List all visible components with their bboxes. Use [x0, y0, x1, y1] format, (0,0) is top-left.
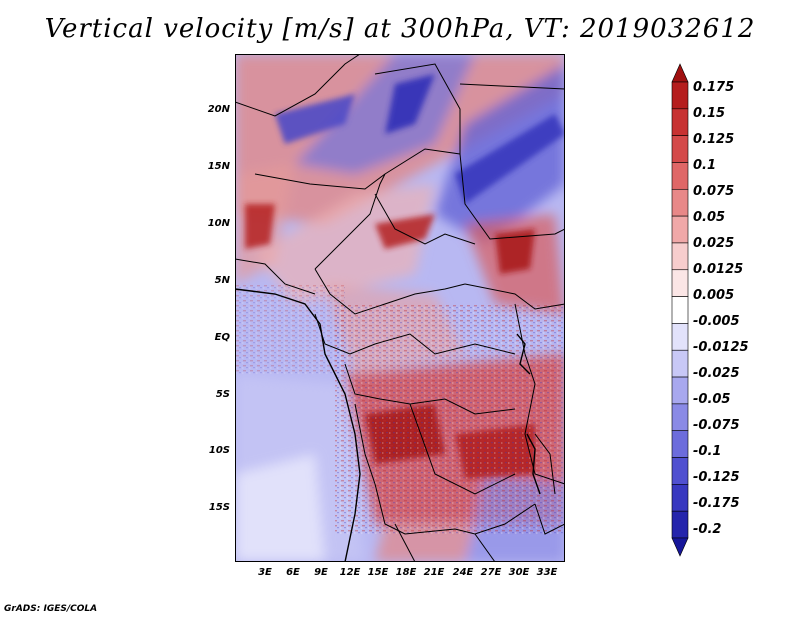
colorbar-swatch: [671, 349, 689, 378]
colorbar-label: -0.1: [693, 444, 722, 459]
colorbar-swatch: [671, 484, 689, 512]
lon-label-27e: 27E: [480, 567, 502, 578]
colorbar-label: 0.1: [693, 158, 717, 173]
colorbar-label: -0.2: [693, 522, 722, 537]
colorbar: [671, 63, 689, 557]
colorbar-label: 0.175: [693, 80, 735, 95]
colorbar-label: 0.05: [693, 210, 726, 225]
lon-label-9e: 9E: [314, 567, 328, 578]
lon-label-6e: 6E: [286, 567, 300, 578]
colorbar-swatch: [671, 296, 689, 324]
lat-label-10s: 10S: [208, 445, 230, 456]
colorbar-swatch: [671, 188, 689, 217]
lon-label-18e: 18E: [395, 567, 417, 578]
colorbar-swatch: [671, 162, 689, 190]
map-panel: [235, 54, 565, 562]
lat-label-15n: 15N: [207, 161, 230, 172]
lon-label-33e: 33E: [536, 567, 558, 578]
colorbar-swatch: [671, 242, 689, 271]
colorbar-label: 0.075: [693, 184, 735, 199]
lon-label-12e: 12E: [339, 567, 361, 578]
colorbar-swatch: [671, 376, 689, 405]
map-title: Vertical velocity [m/s] at 300hPa, VT: 2…: [44, 14, 756, 44]
colorbar-max-arrow: [671, 63, 689, 83]
colorbar-label: 0.15: [693, 106, 726, 121]
colorbar-label: -0.005: [693, 314, 740, 329]
colorbar-min-arrow: [671, 537, 689, 557]
lon-label-15e: 15E: [367, 567, 389, 578]
colorbar-label: -0.075: [693, 418, 740, 433]
colorbar-label: -0.175: [693, 496, 740, 511]
lat-label-eq: EQ: [214, 332, 230, 343]
credit-text: GrADS: IGES/COLA: [4, 604, 98, 614]
coastline: [235, 288, 541, 562]
colorbar-swatch: [671, 135, 689, 163]
lon-label-3e: 3E: [258, 567, 272, 578]
lat-label-20n: 20N: [207, 104, 230, 115]
velocity-field-map: [235, 54, 565, 562]
country-borders: [235, 54, 565, 562]
lat-label-5n: 5N: [214, 275, 230, 286]
colorbar-label: -0.05: [693, 392, 731, 407]
colorbar-swatch: [671, 510, 689, 539]
colorbar-swatch: [671, 403, 689, 432]
colorbar-swatch: [671, 269, 689, 297]
lat-label-10n: 10N: [207, 218, 230, 229]
colorbar-swatch: [671, 430, 689, 458]
colorbar-swatch: [671, 323, 689, 351]
lat-label-15s: 15S: [208, 502, 230, 513]
colorbar-swatch: [671, 457, 689, 485]
colorbar-label: 0.005: [693, 288, 735, 303]
lon-label-30e: 30E: [508, 567, 530, 578]
colorbar-label: -0.025: [693, 366, 740, 381]
lon-label-21e: 21E: [423, 567, 445, 578]
colorbar-swatch: [671, 215, 689, 244]
colorbar-label: -0.125: [693, 470, 740, 485]
colorbar-label: -0.0125: [693, 340, 749, 355]
colorbar-swatch: [671, 81, 689, 110]
colorbar-label: 0.025: [693, 236, 735, 251]
colorbar-label: 0.0125: [693, 262, 744, 277]
colorbar-label: 0.125: [693, 132, 735, 147]
colorbar-swatch: [671, 108, 689, 136]
lon-label-24e: 24E: [452, 567, 474, 578]
lat-label-5s: 5S: [215, 389, 230, 400]
map-border: [235, 54, 565, 562]
